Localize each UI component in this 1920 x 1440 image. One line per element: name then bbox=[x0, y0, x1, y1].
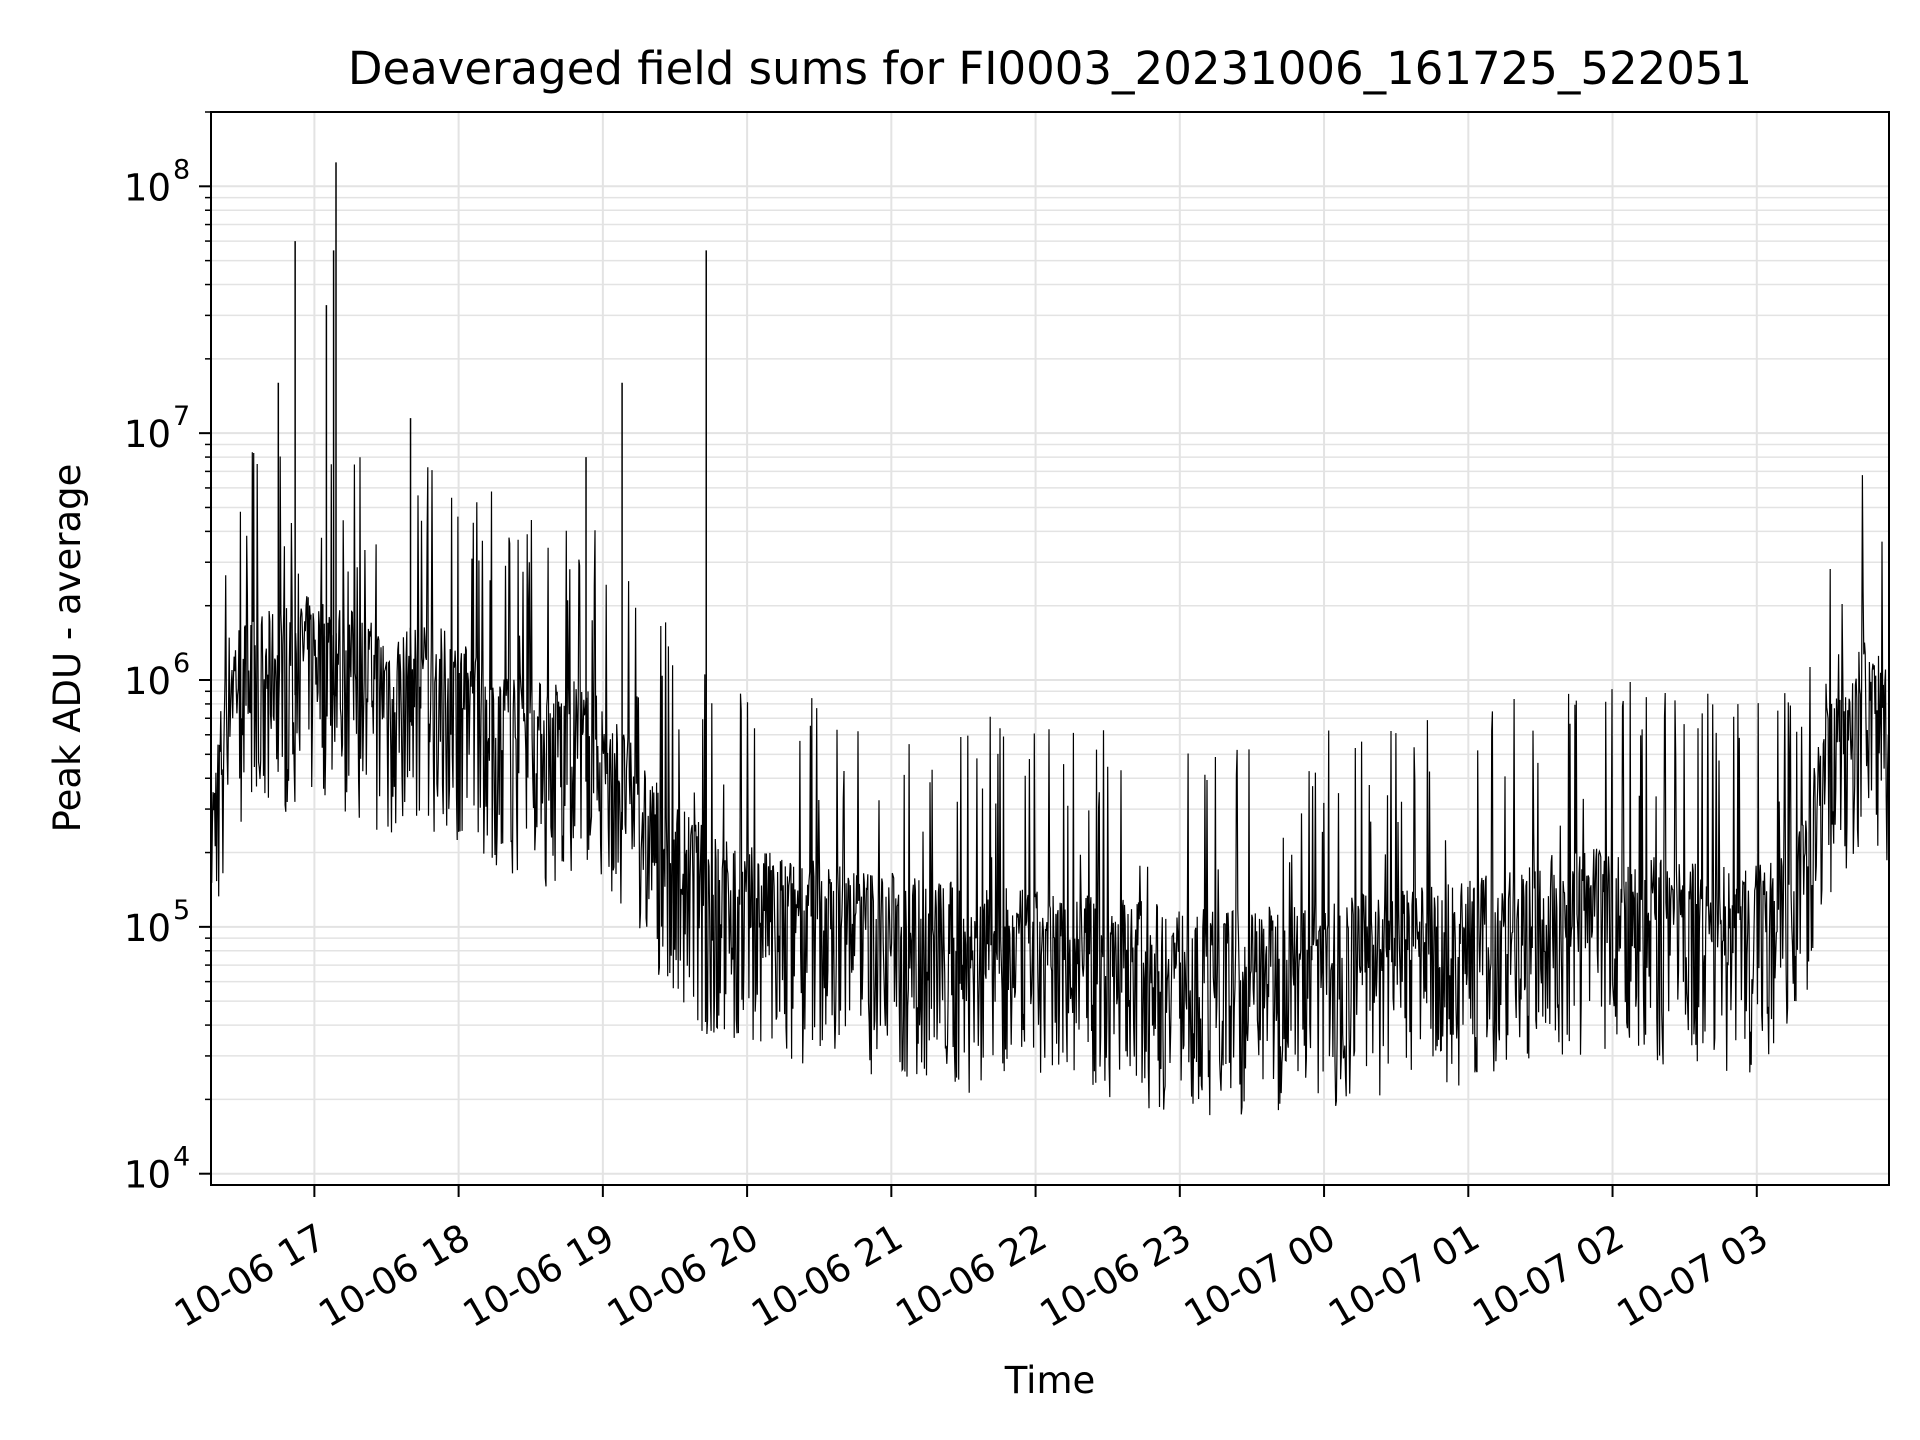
grid-lines bbox=[211, 111, 1889, 1185]
x-tick-label: 10-06 17 bbox=[167, 1216, 333, 1336]
x-tick-label: 10-06 21 bbox=[744, 1216, 910, 1336]
x-tick-label: 10-06 18 bbox=[312, 1216, 478, 1336]
plot-series bbox=[210, 162, 1890, 1116]
series-line bbox=[210, 452, 1890, 1116]
x-tick-label: 10-06 23 bbox=[1033, 1216, 1199, 1336]
x-axis-label: Time bbox=[1004, 1359, 1096, 1402]
plot-frame bbox=[210, 111, 1890, 1186]
x-tick-label: 10-06 20 bbox=[600, 1216, 766, 1336]
y-tick-label: 10 bbox=[124, 1154, 171, 1197]
x-tick-label: 10-07 02 bbox=[1465, 1216, 1631, 1336]
x-tick-label: 10-06 22 bbox=[889, 1216, 1055, 1336]
y-axis-label: Peak ADU - average bbox=[46, 464, 89, 833]
y-tick-label: 10 bbox=[124, 660, 171, 703]
x-tick-label: 10-06 19 bbox=[456, 1216, 622, 1336]
y-tick-label-exponent: 4 bbox=[173, 1142, 190, 1173]
y-tick-label-exponent: 8 bbox=[173, 154, 190, 185]
x-tick-label: 10-07 01 bbox=[1321, 1216, 1487, 1336]
y-tick-label-exponent: 7 bbox=[173, 401, 190, 432]
chart-title: Deaveraged field sums for FI0003_2023100… bbox=[348, 42, 1752, 95]
y-tick-label-exponent: 5 bbox=[173, 895, 190, 926]
x-tick-label: 10-07 00 bbox=[1177, 1216, 1343, 1336]
y-tick-label: 10 bbox=[124, 413, 171, 456]
y-tick-label: 10 bbox=[124, 907, 171, 950]
x-tick-label: 10-07 03 bbox=[1610, 1216, 1776, 1336]
y-tick-label-exponent: 6 bbox=[173, 648, 190, 679]
y-tick-label: 10 bbox=[124, 166, 171, 209]
